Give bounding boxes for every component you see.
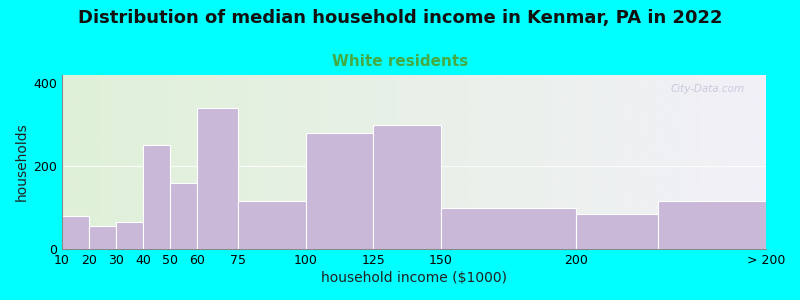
Bar <box>374 125 441 249</box>
Bar <box>441 208 576 249</box>
Bar <box>238 201 306 249</box>
Bar <box>306 133 374 249</box>
Bar <box>116 222 143 249</box>
Bar <box>170 183 198 249</box>
X-axis label: household income ($1000): household income ($1000) <box>321 271 507 285</box>
Bar <box>198 108 238 249</box>
Text: Distribution of median household income in Kenmar, PA in 2022: Distribution of median household income … <box>78 9 722 27</box>
Bar <box>576 214 658 249</box>
Bar <box>89 226 116 249</box>
Text: White residents: White residents <box>332 54 468 69</box>
Bar <box>62 216 89 249</box>
Bar <box>658 201 766 249</box>
Text: City-Data.com: City-Data.com <box>670 84 745 94</box>
Bar <box>143 146 170 249</box>
Y-axis label: households: households <box>15 123 29 201</box>
